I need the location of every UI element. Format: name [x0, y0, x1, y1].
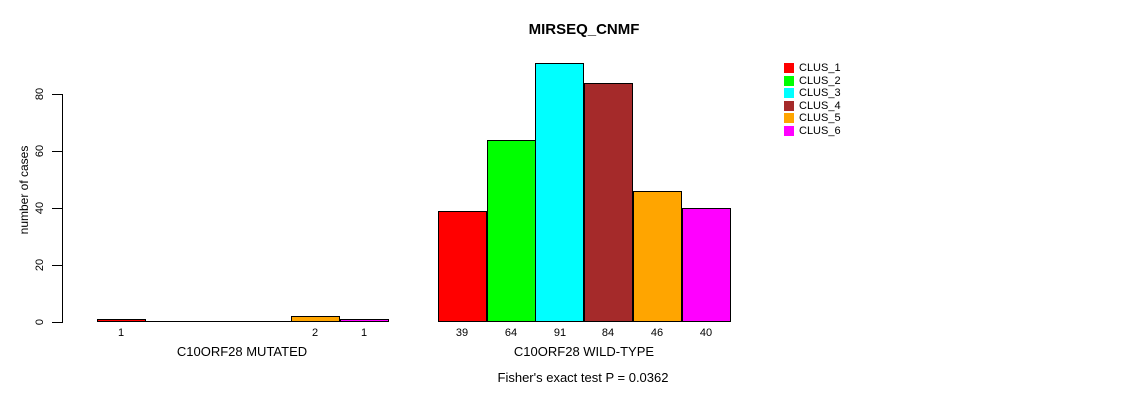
- legend-label: CLUS_5: [799, 112, 841, 125]
- legend-swatch: [784, 88, 794, 99]
- bar-clus_4: [584, 83, 633, 322]
- legend-item: CLUS_1: [784, 62, 841, 75]
- bar-clus_5: [633, 191, 682, 322]
- y-tick-label: 80: [34, 87, 46, 101]
- bar-value-label: 40: [699, 327, 713, 339]
- bar-value-label: 1: [360, 327, 368, 339]
- y-tick-label: 0: [34, 318, 46, 326]
- bar-clus_6: [682, 208, 731, 322]
- x-group-label-wildtype: C10ORF28 WILD-TYPE: [513, 344, 655, 359]
- bar-zero-clus_2: [146, 321, 195, 322]
- bar-clus_6: [340, 319, 389, 322]
- legend-label: CLUS_6: [799, 124, 841, 137]
- y-tick-label: 60: [34, 144, 46, 158]
- y-tick-mark: [52, 94, 62, 95]
- legend-label: CLUS_2: [799, 74, 841, 87]
- bar-value-label: 46: [650, 327, 664, 339]
- legend-item: CLUS_6: [784, 125, 841, 138]
- legend-item: CLUS_4: [784, 100, 841, 113]
- y-tick-mark: [52, 208, 62, 209]
- y-tick-mark: [52, 265, 62, 266]
- fisher-test-annotation: Fisher's exact test P = 0.0362: [497, 370, 669, 385]
- bar-value-label: 91: [553, 327, 567, 339]
- bar-clus_1: [97, 319, 146, 322]
- y-tick-mark: [52, 322, 62, 323]
- bar-clus_3: [535, 63, 584, 322]
- x-group-label-mutated: C10ORF28 MUTATED: [176, 344, 308, 359]
- legend-label: CLUS_3: [799, 87, 841, 100]
- legend-swatch: [784, 63, 794, 74]
- bar-zero-clus_3: [194, 321, 243, 322]
- y-tick-label: 40: [34, 201, 46, 215]
- bar-clus_5: [291, 316, 340, 322]
- legend-item: CLUS_5: [784, 112, 841, 125]
- bar-zero-clus_4: [243, 321, 292, 322]
- legend-swatch: [784, 75, 794, 86]
- bar-value-label: 1: [117, 327, 125, 339]
- legend-swatch: [784, 100, 794, 111]
- legend-swatch: [784, 125, 794, 136]
- bar-value-label: 2: [311, 327, 319, 339]
- bar-value-label: 39: [455, 327, 469, 339]
- chart-title: MIRSEQ_CNMF: [528, 21, 640, 38]
- bar-value-label: 84: [601, 327, 615, 339]
- legend-item: CLUS_3: [784, 87, 841, 100]
- legend-swatch: [784, 113, 794, 124]
- y-tick-mark: [52, 151, 62, 152]
- legend-item: CLUS_2: [784, 75, 841, 88]
- y-axis-label: number of cases: [17, 145, 31, 235]
- y-axis-line: [62, 94, 63, 323]
- bar-value-label: 64: [504, 327, 518, 339]
- bar-clus_1: [438, 211, 487, 322]
- legend-label: CLUS_1: [799, 62, 841, 75]
- y-tick-label: 20: [34, 258, 46, 272]
- legend: CLUS_1 CLUS_2 CLUS_3 CLUS_4 CLUS_5 CLUS_6: [784, 62, 841, 137]
- legend-label: CLUS_4: [799, 99, 841, 112]
- bar-clus_2: [487, 140, 536, 322]
